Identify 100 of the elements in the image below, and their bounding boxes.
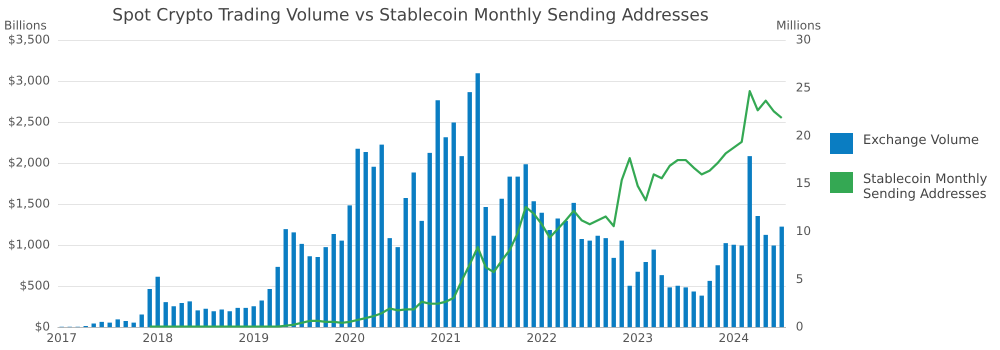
bar: [244, 308, 248, 328]
bar: [620, 240, 624, 328]
x-tick-label: 2024: [718, 330, 750, 345]
y-tick-label: $2,500: [8, 114, 50, 129]
y2-tick-label: 20: [796, 128, 812, 142]
bar: [236, 308, 240, 328]
bar: [644, 262, 648, 328]
bar: [524, 164, 528, 328]
bar: [364, 152, 368, 328]
legend-label: Exchange Volume: [863, 133, 980, 148]
bar: [532, 201, 536, 328]
y2-tick-label: 30: [796, 32, 812, 47]
bar: [92, 323, 96, 328]
y2-axis-title: Millions: [776, 18, 821, 33]
y2-tick-label: 0: [796, 320, 804, 334]
bar: [732, 244, 736, 328]
bar: [324, 247, 328, 328]
bar: [764, 234, 768, 328]
bar: [380, 144, 384, 328]
bar: [708, 280, 712, 328]
bar: [356, 148, 360, 328]
bar: [276, 266, 280, 328]
bar: [444, 137, 448, 328]
bar: [596, 236, 600, 328]
chart-title: Spot Crypto Trading Volume vs Stablecoin Monthly Sending Addresses: [112, 6, 709, 26]
bar: [164, 302, 168, 328]
bar: [660, 275, 664, 328]
bar: [580, 238, 584, 328]
bar: [404, 198, 408, 328]
bar: [196, 310, 200, 328]
bar: [172, 306, 176, 328]
bar: [156, 276, 160, 328]
bar: [508, 176, 512, 328]
y-axis-title: Billions: [4, 18, 47, 33]
bar: [556, 218, 560, 328]
bar: [628, 286, 632, 328]
y-tick-label: $3,500: [8, 32, 50, 47]
bar: [716, 265, 720, 328]
bar: [212, 311, 216, 328]
y2-tick-label: 15: [796, 176, 812, 190]
bar: [284, 229, 288, 328]
bar: [340, 240, 344, 328]
bar: [436, 100, 440, 328]
bar: [740, 246, 744, 328]
bar: [396, 247, 400, 328]
bar: [604, 238, 608, 328]
y-tick-label: $500: [19, 278, 50, 293]
bar: [348, 205, 352, 328]
bar: [492, 236, 496, 328]
bar: [420, 220, 424, 328]
x-tick-label: 2019: [238, 330, 269, 345]
bar: [772, 246, 776, 328]
y2-tick-label: 5: [796, 272, 804, 286]
bar: [412, 172, 416, 328]
bar: [124, 321, 128, 328]
bar: [564, 220, 568, 328]
bar: [676, 286, 680, 328]
y2-tick-label: 10: [796, 224, 812, 238]
bar: [652, 250, 656, 328]
bar: [572, 202, 576, 328]
x-tick-label: 2018: [142, 330, 173, 345]
y-tick-label: $1,000: [8, 238, 50, 252]
bar: [316, 257, 320, 328]
bar: [268, 289, 272, 328]
legend-label: Stablecoin Monthly Sending Addresses: [863, 172, 988, 202]
bar: [460, 156, 464, 328]
bar: [476, 73, 480, 328]
bar: [500, 198, 504, 328]
bar: [228, 311, 232, 328]
bar: [220, 310, 224, 328]
bar: [636, 272, 640, 328]
bar: [692, 291, 696, 328]
bar: [756, 216, 760, 328]
bar: [332, 234, 336, 328]
x-tick-label: 2023: [622, 330, 653, 345]
bar: [516, 176, 520, 328]
y-tick-label: $1,500: [8, 196, 50, 211]
bar: [724, 243, 728, 328]
bar: [780, 226, 784, 328]
bar: [428, 152, 432, 328]
bar: [116, 319, 120, 328]
bar: [204, 308, 208, 328]
bar: [100, 322, 104, 328]
bar: [388, 238, 392, 328]
bar: [188, 301, 192, 328]
y-tick-label: $2,000: [8, 156, 50, 170]
bar: [468, 92, 472, 328]
bar: [484, 206, 488, 328]
bar: [540, 212, 544, 328]
bar: [180, 302, 184, 328]
bar: [140, 314, 144, 328]
x-tick-label: 2022: [526, 330, 557, 345]
bar: [588, 240, 592, 328]
bar: [548, 230, 552, 328]
bar: [452, 122, 456, 328]
bar: [108, 322, 112, 328]
bar: [612, 258, 616, 328]
bar: [684, 287, 688, 328]
bar: [260, 300, 264, 328]
bar: [252, 306, 256, 328]
